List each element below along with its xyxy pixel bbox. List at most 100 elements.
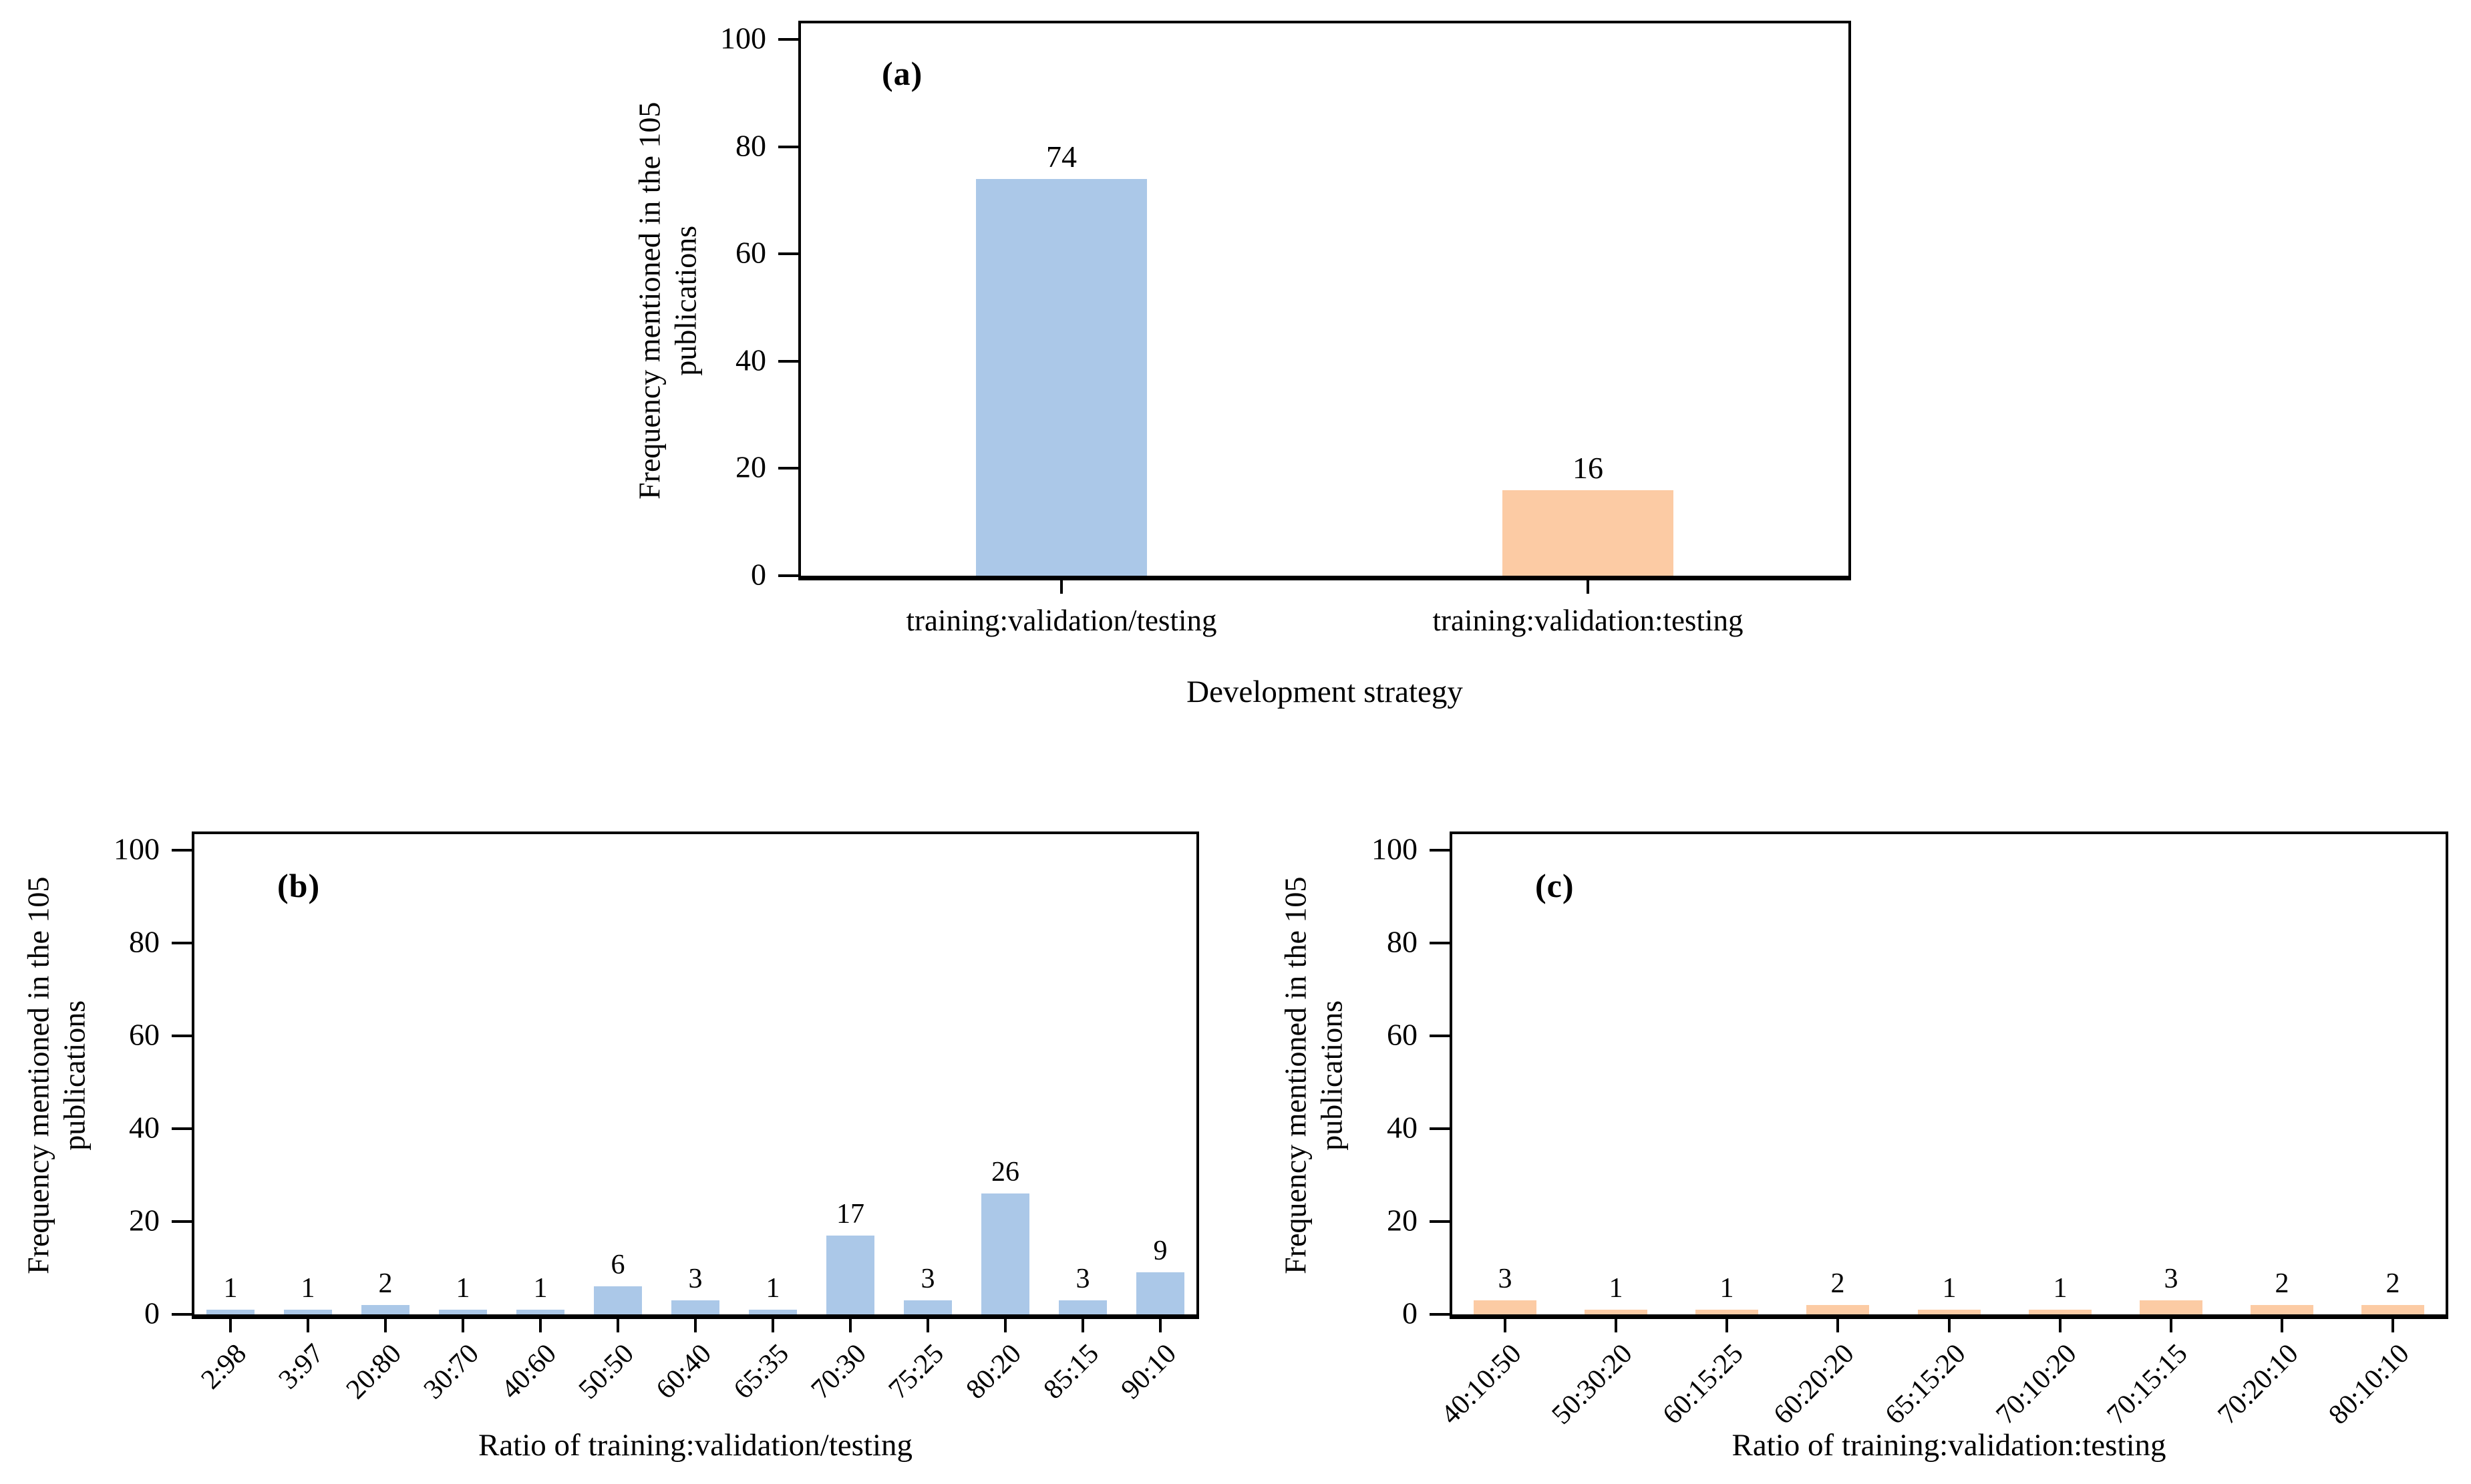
bar-value-label: 3	[688, 1264, 703, 1294]
x-category-label: 80:10:10	[2323, 1338, 2416, 1431]
bar-value-label: 1	[2053, 1273, 2068, 1304]
y-tick-mark	[778, 359, 798, 363]
y-axis-title-line2: publications	[1315, 1000, 1349, 1151]
y-axis-title: Frequency mentioned in the 105 publicatio…	[632, 21, 705, 580]
x-tick-mark	[539, 1319, 542, 1332]
x-tick-mark	[849, 1319, 852, 1332]
y-tick-mark	[778, 252, 798, 256]
bar	[1502, 490, 1673, 576]
bar-value-label: 26	[991, 1157, 1019, 1187]
y-tick-label: 60	[129, 1017, 160, 1052]
x-category-label: 50:30:20	[1546, 1338, 1639, 1431]
bar-value-label: 1	[1609, 1273, 1623, 1304]
x-axis-title: Ratio of training:validation:testing	[1732, 1428, 2166, 1463]
bar-value-label: 74	[1046, 140, 1077, 174]
bar-value-label: 16	[1573, 451, 1603, 485]
x-category-label: 3:97	[273, 1338, 331, 1396]
x-tick-mark	[1504, 1319, 1506, 1332]
x-category-label: 20:80	[341, 1338, 408, 1405]
y-axis-title-line2: publications	[669, 225, 703, 376]
y-tick-label: 100	[720, 21, 766, 55]
bar	[1918, 1310, 1981, 1314]
y-tick-mark	[172, 942, 192, 944]
x-tick-mark	[1725, 1319, 1728, 1332]
x-category-label: 2:98	[195, 1338, 253, 1396]
x-category-label: 40:60	[496, 1338, 563, 1405]
bar-value-label: 2	[378, 1268, 393, 1299]
x-category-label: 30:70	[418, 1338, 486, 1405]
y-tick-label: 40	[1387, 1110, 1418, 1145]
bar	[904, 1300, 952, 1314]
plot-area	[1450, 831, 2448, 1319]
y-tick-mark	[1430, 849, 1450, 852]
bar	[2361, 1305, 2424, 1314]
x-category-label: 65:15:20	[1879, 1338, 1972, 1431]
bar	[749, 1310, 797, 1314]
x-category-label: 70:15:15	[2101, 1338, 2194, 1431]
y-tick-mark	[778, 38, 798, 41]
bar-value-label: 1	[301, 1273, 315, 1304]
plot-area	[798, 21, 1851, 580]
bar-value-label: 2	[2275, 1268, 2289, 1299]
bar-value-label: 6	[611, 1250, 625, 1280]
x-category-label: 65:35	[728, 1338, 796, 1405]
y-tick-mark	[778, 145, 798, 148]
bar	[976, 179, 1147, 576]
y-tick-mark	[172, 1220, 192, 1223]
x-tick-mark	[694, 1319, 697, 1332]
y-tick-label: 20	[129, 1203, 160, 1238]
x-tick-mark	[927, 1319, 929, 1332]
x-tick-mark	[2392, 1319, 2394, 1332]
y-tick-label: 20	[1387, 1203, 1418, 1238]
bar-value-label: 3	[1076, 1264, 1090, 1294]
y-tick-mark	[1430, 1220, 1450, 1223]
x-category-label: 50:50	[573, 1338, 641, 1405]
bar-value-label: 3	[2164, 1264, 2178, 1294]
bar	[439, 1310, 487, 1314]
x-category-label: 75:25	[883, 1338, 951, 1405]
x-axis-title: Ratio of training:validation/testing	[478, 1428, 913, 1463]
bar	[1806, 1305, 1869, 1314]
x-category-label: 40:10:50	[1435, 1338, 1528, 1431]
bar	[361, 1305, 409, 1314]
y-axis-title: Frequency mentioned in the 105 publicatio…	[1278, 831, 1351, 1319]
x-tick-mark	[229, 1319, 232, 1332]
bar-value-label: 1	[766, 1273, 780, 1304]
x-tick-mark	[2059, 1319, 2062, 1332]
x-tick-mark	[1060, 580, 1063, 594]
bar-value-label: 3	[1498, 1264, 1512, 1294]
x-tick-mark	[1615, 1319, 1617, 1332]
y-tick-label: 20	[735, 449, 766, 484]
bar	[2029, 1310, 2092, 1314]
y-tick-label: 100	[1371, 831, 1418, 866]
bar	[1695, 1310, 1758, 1314]
x-tick-mark	[1082, 1319, 1084, 1332]
bar	[2251, 1305, 2313, 1314]
bar-value-label: 1	[223, 1273, 238, 1304]
y-axis-title: Frequency mentioned in the 105 publicatio…	[21, 831, 94, 1319]
bar-value-label: 17	[836, 1199, 864, 1230]
bar	[826, 1236, 874, 1314]
x-tick-mark	[1004, 1319, 1007, 1332]
x-tick-mark	[2170, 1319, 2172, 1332]
y-tick-label: 80	[129, 924, 160, 959]
x-category-label: 85:15	[1038, 1338, 1106, 1405]
bar-value-label: 2	[2385, 1268, 2400, 1299]
y-tick-mark	[172, 1035, 192, 1037]
bar	[1136, 1272, 1184, 1314]
bar	[1059, 1300, 1107, 1314]
y-tick-label: 40	[129, 1110, 160, 1145]
x-category-label: 60:20:20	[1768, 1338, 1860, 1431]
x-tick-mark	[2281, 1319, 2283, 1332]
bar	[206, 1310, 255, 1314]
x-tick-mark	[1948, 1319, 1951, 1332]
bar	[516, 1310, 564, 1314]
bar-value-label: 1	[533, 1273, 548, 1304]
y-axis-title-line2: publications	[57, 1000, 92, 1151]
x-tick-mark	[617, 1319, 619, 1332]
x-category-label: 60:15:25	[1657, 1338, 1750, 1431]
x-category-label: 70:20:10	[2212, 1338, 2305, 1431]
y-tick-mark	[172, 849, 192, 852]
x-tick-mark	[772, 1319, 774, 1332]
